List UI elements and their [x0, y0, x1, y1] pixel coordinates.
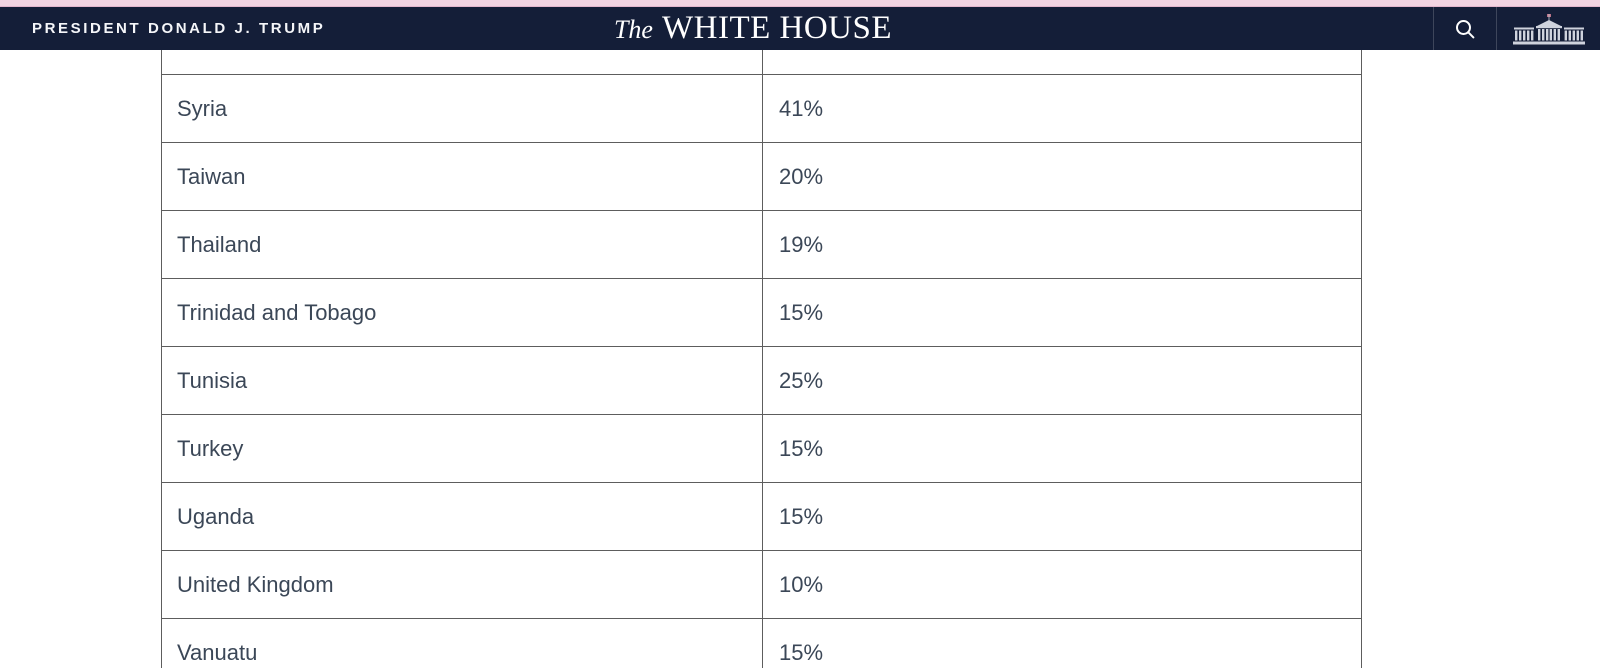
tariff-rate-table: Syria 41% Taiwan 20% Thailand 19% Trinid…: [161, 50, 1362, 668]
table-row: Taiwan 20%: [162, 143, 1361, 211]
country-cell: Trinidad and Tobago: [162, 279, 763, 346]
logo-main-text: WHITE HOUSE: [661, 10, 893, 46]
rate-cell: 15%: [779, 435, 824, 461]
top-accent-strip: [0, 0, 1600, 7]
rate-cell: 25%: [779, 367, 824, 393]
site-header: PRESIDENT DONALD J. TRUMP The WHITE HOUS…: [0, 7, 1600, 50]
table-row: Uganda 15%: [162, 483, 1361, 551]
rate-cell: 15%: [779, 299, 824, 325]
search-icon: [1454, 18, 1476, 40]
country-cell: Vanuatu: [162, 619, 763, 668]
table-row: United Kingdom 10%: [162, 551, 1361, 619]
white-house-logo-link[interactable]: The WHITE HOUSE: [614, 7, 892, 50]
table-row: Trinidad and Tobago 15%: [162, 279, 1361, 347]
rate-cell: 41%: [779, 95, 824, 121]
country-cell: Turkey: [162, 415, 763, 482]
table-row: Tunisia 25%: [162, 347, 1361, 415]
rate-cell: 15%: [779, 503, 824, 529]
rate-cell: 10%: [779, 571, 824, 597]
rate-cell: 20%: [779, 163, 824, 189]
country-cell: Syria: [162, 75, 763, 142]
country-cell: Tunisia: [162, 347, 763, 414]
country-cell: Taiwan: [162, 143, 763, 210]
country-cell: [162, 50, 763, 74]
table-row: [162, 50, 1361, 75]
white-house-home-button[interactable]: [1497, 7, 1600, 50]
logo-the-text: The: [613, 14, 653, 44]
country-cell: Uganda: [162, 483, 763, 550]
rate-cell: 19%: [779, 231, 824, 257]
rate-cell: 15%: [779, 639, 824, 665]
table-row: Turkey 15%: [162, 415, 1361, 483]
table-row: Vanuatu 15%: [162, 619, 1361, 668]
rate-cell: [763, 50, 1361, 74]
table-row: Thailand 19%: [162, 211, 1361, 279]
table-row: Syria 41%: [162, 75, 1361, 143]
country-cell: United Kingdom: [162, 551, 763, 618]
search-button[interactable]: [1433, 7, 1497, 50]
white-house-building-icon: [1512, 13, 1586, 45]
header-actions: [1433, 7, 1600, 50]
country-cell: Thailand: [162, 211, 763, 278]
president-name-link[interactable]: PRESIDENT DONALD J. TRUMP: [32, 20, 326, 37]
